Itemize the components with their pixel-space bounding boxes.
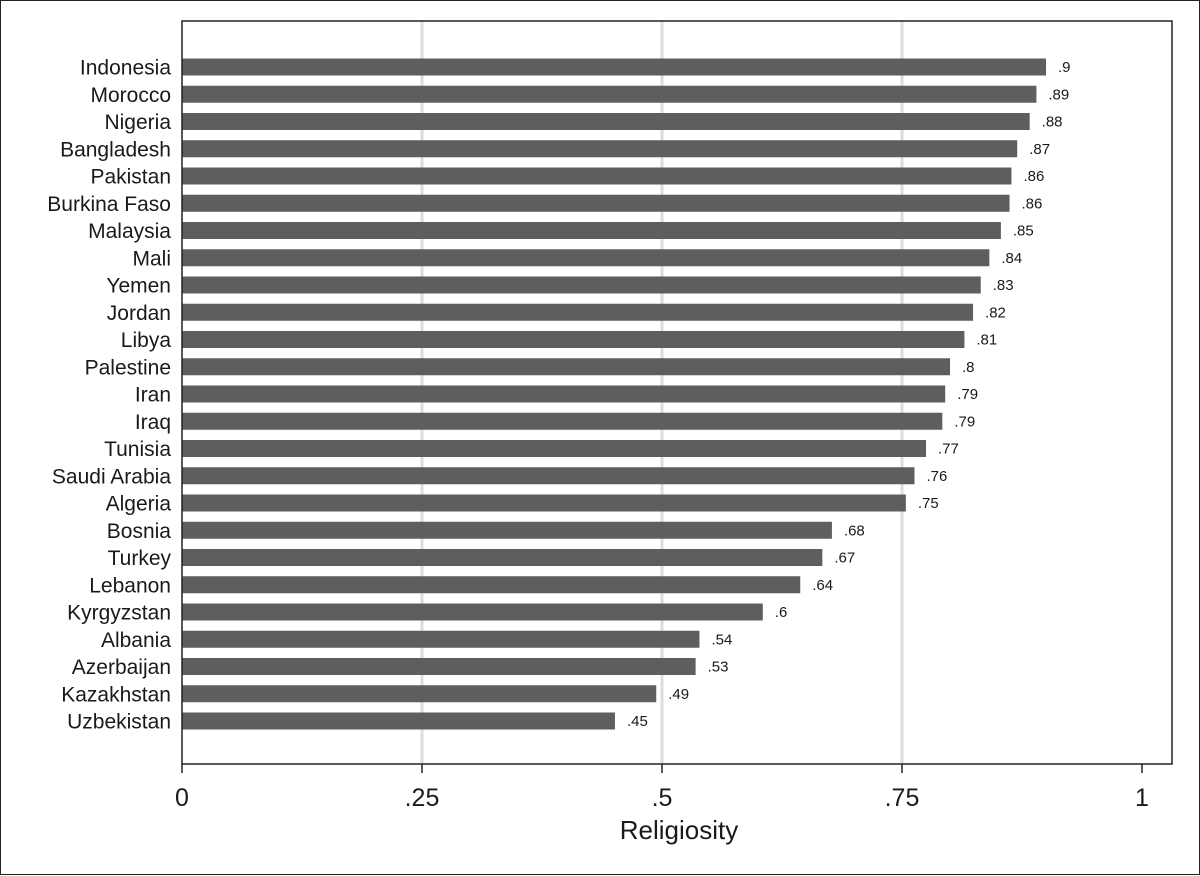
- value-label: .89: [1048, 86, 1069, 103]
- x-axis-title: Religiosity: [620, 815, 739, 845]
- x-tick-label: .75: [885, 784, 920, 812]
- category-label: Bangladesh: [60, 138, 171, 161]
- value-label: .8: [962, 359, 975, 376]
- value-label: .79: [957, 386, 978, 403]
- bar: [182, 331, 965, 348]
- value-label: .68: [844, 522, 865, 539]
- category-label: Uzbekistan: [67, 711, 171, 734]
- value-label: .81: [976, 332, 997, 349]
- category-label: Jordan: [107, 302, 171, 325]
- bar: [182, 167, 1012, 185]
- value-label: .64: [812, 577, 833, 594]
- category-label: Bosnia: [107, 520, 172, 543]
- value-label: .9: [1058, 59, 1071, 76]
- bar: [182, 194, 1010, 212]
- category-label: Azerbaijan: [72, 656, 171, 679]
- value-label: .86: [1023, 168, 1044, 185]
- bar: [182, 385, 946, 403]
- value-label: .88: [1042, 114, 1063, 131]
- value-label: .54: [711, 631, 732, 648]
- bar: [182, 358, 950, 376]
- value-label: .83: [993, 277, 1014, 294]
- category-label: Mali: [132, 247, 171, 270]
- category-label: Lebanon: [89, 574, 171, 597]
- x-tick-label: 1: [1135, 784, 1149, 812]
- value-label: .6: [775, 604, 788, 621]
- x-tick-label: .5: [652, 784, 673, 812]
- axes: 0 .25 .5 .75 1: [175, 20, 1173, 812]
- category-label: Indonesia: [80, 57, 171, 80]
- bar: [182, 576, 801, 594]
- bar: [182, 549, 823, 566]
- x-tick-label: 0: [175, 784, 189, 812]
- bar: [182, 303, 974, 321]
- x-tick-label: .25: [405, 784, 440, 812]
- value-label: .79: [954, 413, 975, 430]
- category-label: Turkey: [108, 547, 172, 570]
- category-label: Iran: [135, 384, 171, 407]
- bar: [182, 440, 926, 457]
- bar: [182, 467, 915, 485]
- value-label: .45: [627, 713, 648, 730]
- value-label: .67: [834, 550, 855, 567]
- value-label: .77: [938, 441, 959, 458]
- bar: [182, 113, 1030, 130]
- bar: [182, 222, 1001, 239]
- bar: [182, 412, 943, 430]
- category-label: Libya: [121, 329, 172, 352]
- category-label: Yemen: [106, 275, 171, 298]
- bar: [182, 685, 657, 703]
- value-label: .85: [1013, 223, 1034, 240]
- bar: [182, 712, 615, 730]
- category-label: Albania: [101, 629, 171, 652]
- value-label: .49: [668, 686, 689, 703]
- category-label: Iraq: [135, 411, 171, 434]
- category-label: Pakistan: [90, 166, 171, 189]
- value-label: .76: [926, 468, 947, 485]
- bar: [182, 140, 1018, 158]
- bar: [182, 276, 981, 294]
- value-label: .75: [918, 495, 939, 512]
- category-label: Palestine: [85, 356, 171, 379]
- bar: [182, 58, 1046, 76]
- value-label: .82: [985, 304, 1006, 321]
- category-label: Saudi Arabia: [52, 465, 171, 488]
- category-label: Morocco: [90, 84, 171, 107]
- category-label: Algeria: [106, 493, 172, 516]
- value-label: .53: [708, 659, 729, 676]
- bar: [182, 494, 906, 512]
- category-label: Tunisia: [104, 438, 171, 461]
- bars: [182, 58, 1046, 730]
- value-label: .86: [1022, 195, 1043, 212]
- bar: [182, 603, 763, 621]
- value-label: .87: [1029, 141, 1050, 158]
- category-label: Burkina Faso: [47, 193, 171, 216]
- category-labels: Indonesia Morocco Nigeria Bangladesh Pakista…: [47, 57, 171, 734]
- value-labels: .9 .89 .88 .87 .86 .86 .85 .84 .83 .82 .81.8 .79 .79…: [627, 59, 1071, 730]
- category-label: Nigeria: [104, 111, 171, 134]
- category-label: Kazakhstan: [61, 683, 171, 706]
- bar: [182, 630, 700, 648]
- bar: [182, 521, 832, 539]
- value-label: .84: [1001, 250, 1022, 267]
- bar: [182, 85, 1037, 103]
- bar: [182, 658, 696, 675]
- category-label: Malaysia: [88, 220, 171, 243]
- category-label: Kyrgyzstan: [67, 602, 171, 625]
- bar: [182, 249, 990, 267]
- plot-area-border: [181, 20, 1173, 765]
